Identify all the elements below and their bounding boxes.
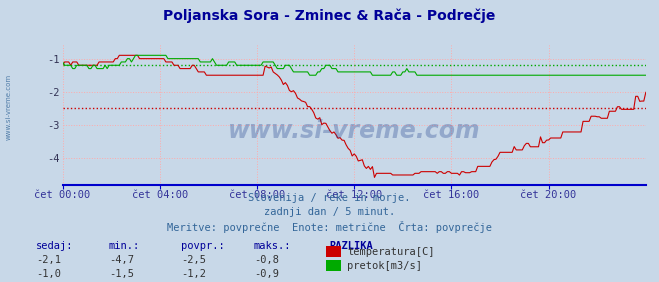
Text: zadnji dan / 5 minut.: zadnji dan / 5 minut. [264, 207, 395, 217]
Text: -0,9: -0,9 [254, 269, 279, 279]
Text: temperatura[C]: temperatura[C] [347, 246, 435, 257]
Text: -1,5: -1,5 [109, 269, 134, 279]
Text: min.:: min.: [109, 241, 140, 251]
Text: -2,5: -2,5 [181, 255, 206, 265]
Text: Slovenija / reke in morje.: Slovenija / reke in morje. [248, 193, 411, 203]
Text: maks.:: maks.: [254, 241, 291, 251]
Text: -1,0: -1,0 [36, 269, 61, 279]
Text: -4,7: -4,7 [109, 255, 134, 265]
Text: Meritve: povprečne  Enote: metrične  Črta: povprečje: Meritve: povprečne Enote: metrične Črta:… [167, 221, 492, 233]
Text: pretok[m3/s]: pretok[m3/s] [347, 261, 422, 271]
Text: -1,2: -1,2 [181, 269, 206, 279]
Text: www.si-vreme.com: www.si-vreme.com [5, 74, 11, 140]
Text: -2,1: -2,1 [36, 255, 61, 265]
Text: Poljanska Sora - Zminec & Rača - Podrečje: Poljanska Sora - Zminec & Rača - Podrečj… [163, 8, 496, 23]
Text: RAZLIKA: RAZLIKA [330, 241, 373, 251]
Text: povpr.:: povpr.: [181, 241, 225, 251]
Text: -0,8: -0,8 [254, 255, 279, 265]
Text: sedaj:: sedaj: [36, 241, 74, 251]
Text: www.si-vreme.com: www.si-vreme.com [228, 119, 480, 143]
